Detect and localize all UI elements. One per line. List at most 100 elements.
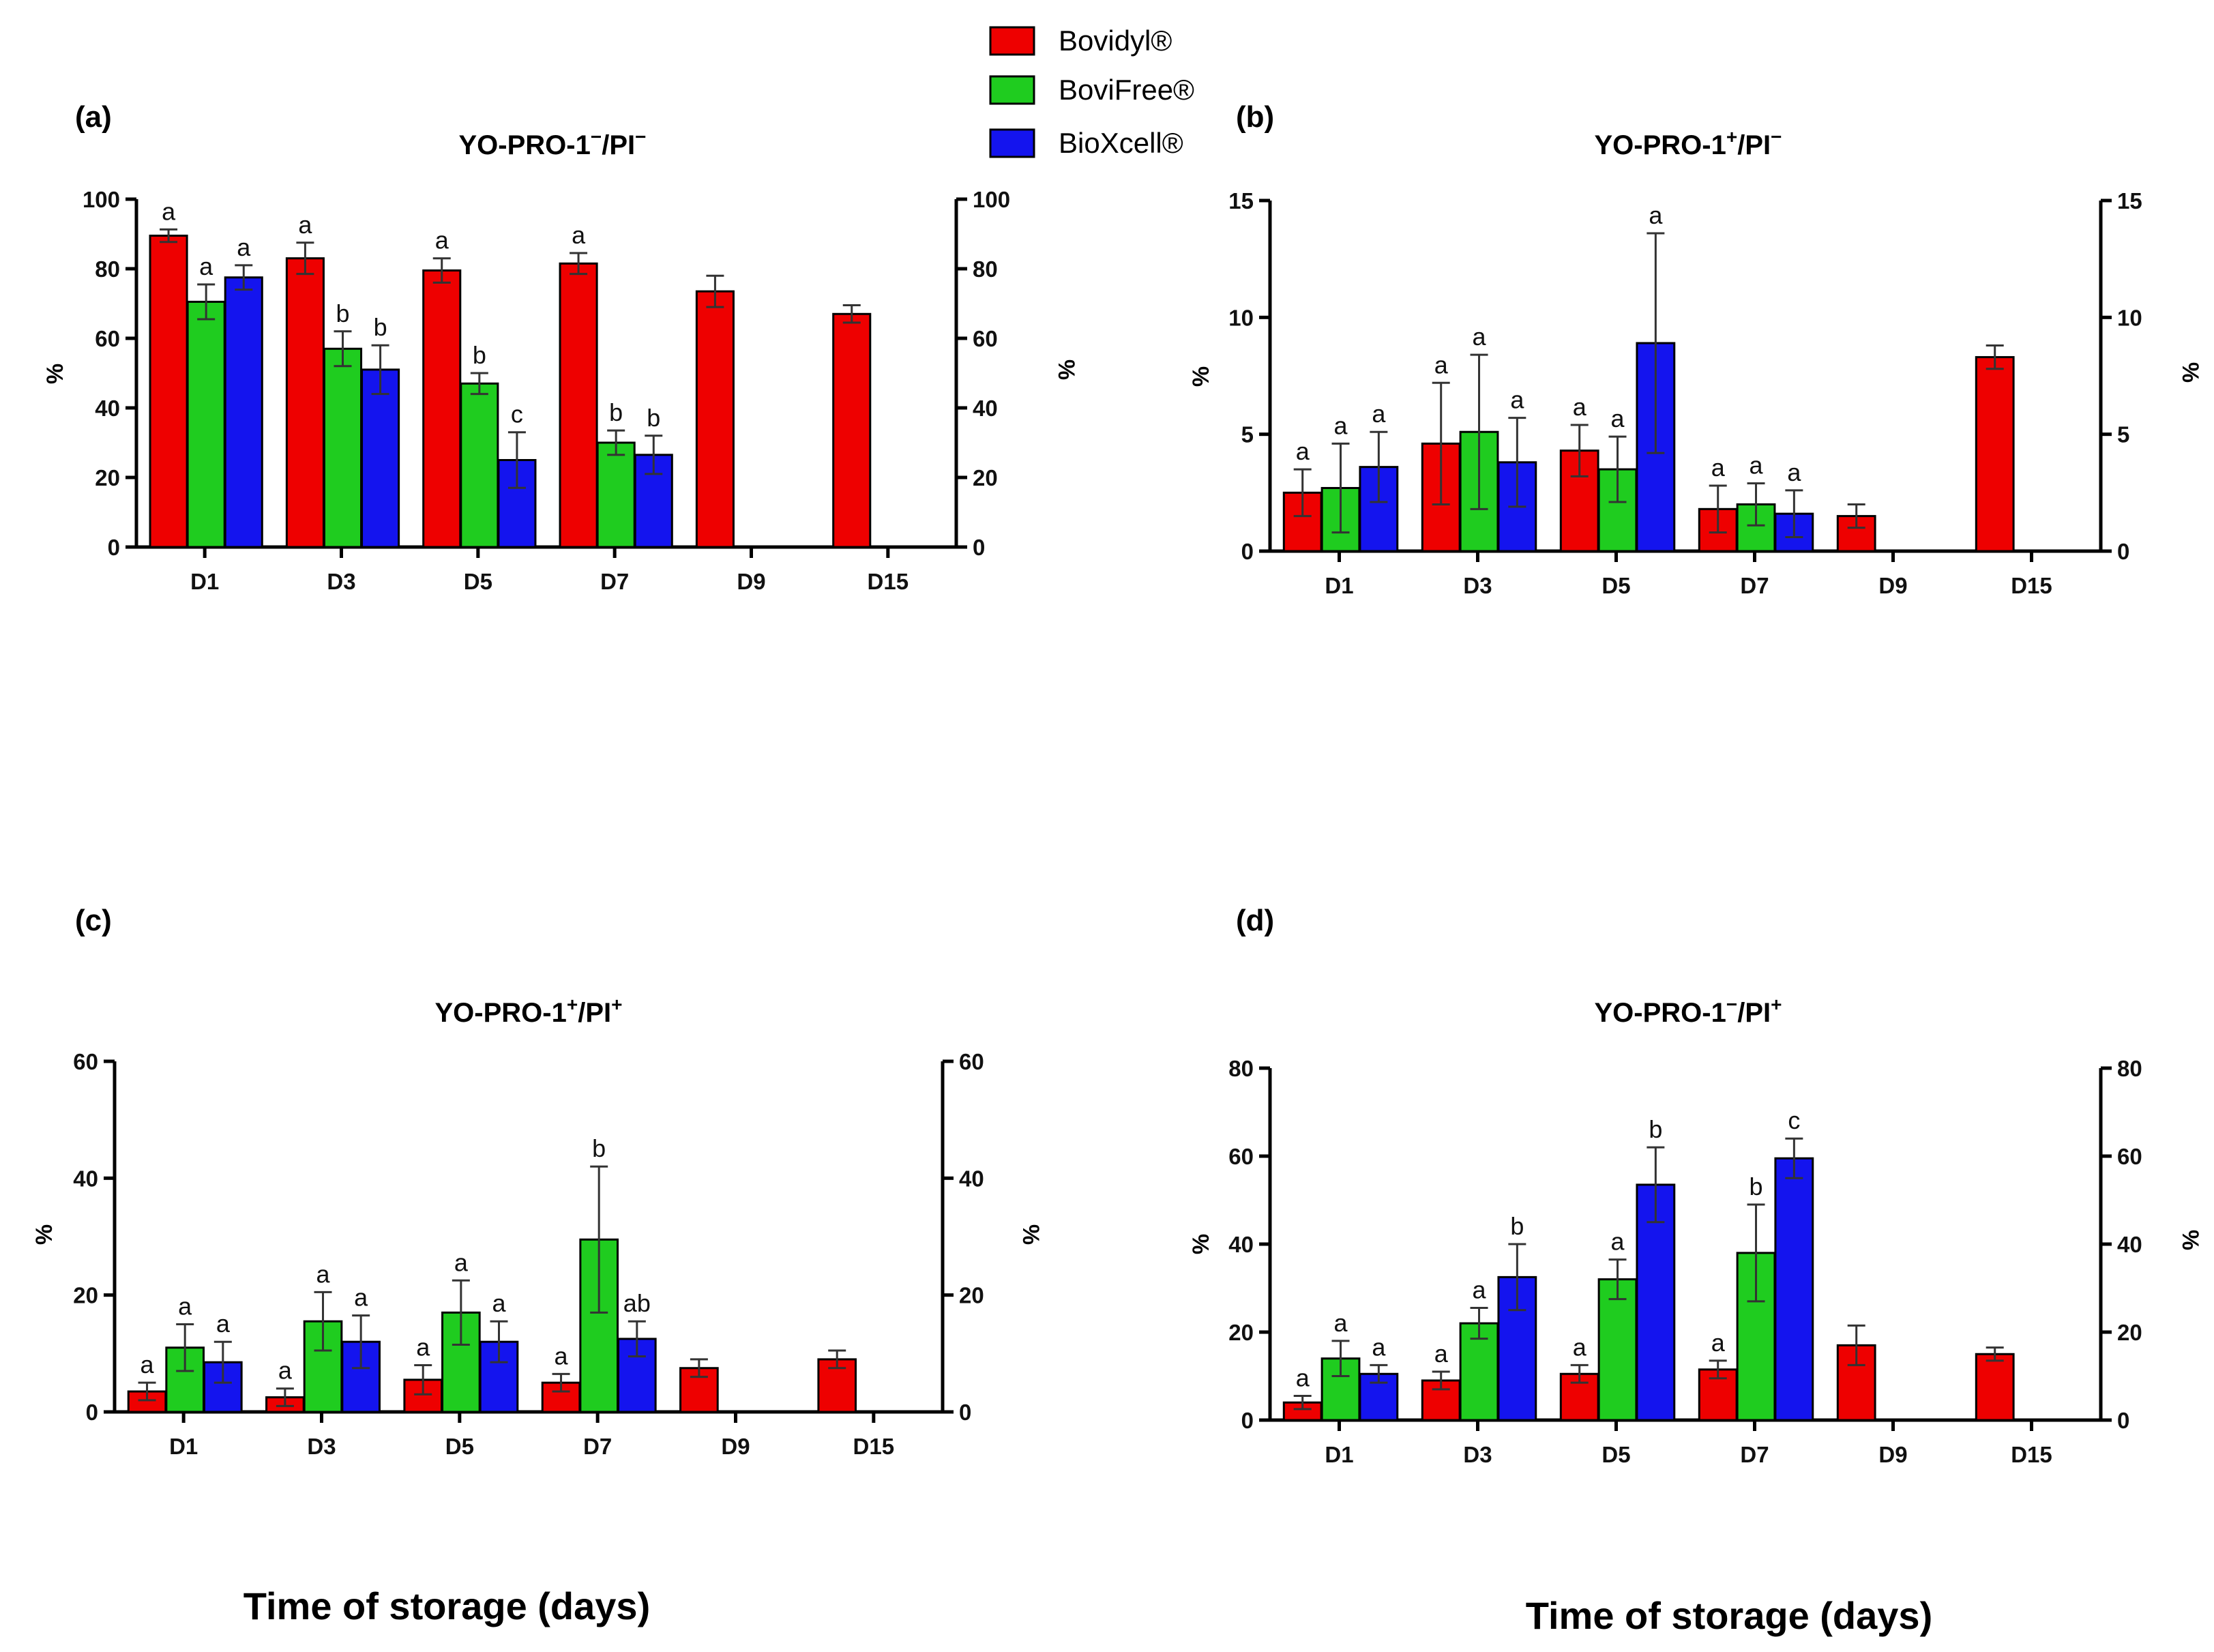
panel-a: (a) YO-PRO-1−/PI− % % 0 0 20 20 40 40 60 60 80 80… bbox=[42, 100, 1079, 594]
legend-label-bovidyl: Bovidyl® bbox=[1059, 25, 1172, 57]
error-bar-d-D7-bovidyl bbox=[1709, 1359, 1727, 1380]
sig-label-b-D3-bovifree: a bbox=[1473, 323, 1487, 351]
panel-label-a: (a) bbox=[75, 100, 112, 134]
sig-label-a-D7-bovidyl: a bbox=[572, 221, 586, 249]
panel-c: (c) YO-PRO-1+/PI+ % % 0 0 20 20 40 40 60 60 D1 D3… bbox=[31, 904, 1044, 1459]
sig-label-d-D5-bovifree: a bbox=[1611, 1228, 1625, 1256]
error-bar-c-D7-bioxcell bbox=[628, 1320, 646, 1358]
sig-label-a-D3-bovifree: b bbox=[336, 299, 349, 327]
y-tick-label-left-c-1: 20 bbox=[73, 1283, 98, 1308]
y-tick-label-right-d-2: 40 bbox=[2117, 1232, 2142, 1257]
x-tick-label-a-D3: D3 bbox=[327, 569, 355, 594]
sig-label-b-D7-bovidyl: a bbox=[1711, 454, 1726, 482]
error-bar-c-D3-bioxcell bbox=[352, 1314, 370, 1370]
error-bar-b-D9-bovidyl bbox=[1847, 503, 1865, 529]
sig-label-d-D3-bovifree: a bbox=[1473, 1276, 1487, 1304]
sig-label-d-D5-bovidyl: a bbox=[1573, 1333, 1587, 1361]
ylabel-left-a: % bbox=[42, 364, 68, 384]
bar-a-D3-bovifree bbox=[323, 347, 363, 548]
error-bar-d-D3-bovidyl bbox=[1432, 1370, 1450, 1391]
error-bar-b-D7-bioxcell bbox=[1785, 489, 1803, 538]
error-bar-c-D1-bioxcell bbox=[213, 1340, 232, 1384]
sig-label-b-D1-bovidyl: a bbox=[1296, 437, 1310, 465]
x-tick-label-d-D1: D1 bbox=[1325, 1442, 1353, 1467]
x-tick-label-a-D1: D1 bbox=[190, 569, 219, 594]
error-bar-a-D5-bovidyl bbox=[432, 257, 451, 284]
chart-title-c: YO-PRO-1+/PI+ bbox=[435, 994, 623, 1028]
error-bar-b-D3-bovifree bbox=[1470, 353, 1488, 510]
sig-label-a-D7-bovifree: b bbox=[609, 398, 623, 426]
sig-label-b-D5-bovidyl: a bbox=[1573, 393, 1587, 421]
bar-a-D3-bioxcell bbox=[361, 368, 400, 548]
error-bar-a-D7-bovidyl bbox=[570, 252, 588, 276]
x-tick-label-b-D7: D7 bbox=[1740, 573, 1769, 598]
error-bar-d-D1-bioxcell bbox=[1370, 1363, 1388, 1384]
y-tick-label-left-b-2: 10 bbox=[1228, 305, 1254, 330]
y-tick-label-left-c-3: 60 bbox=[73, 1049, 98, 1074]
sig-label-c-D5-bioxcell: a bbox=[492, 1289, 506, 1317]
x-tick-label-c-D7: D7 bbox=[583, 1434, 612, 1459]
sig-label-c-D3-bovifree: a bbox=[316, 1260, 331, 1288]
error-bar-b-D5-bovidyl bbox=[1570, 424, 1589, 477]
error-bar-a-D9-bovidyl bbox=[706, 274, 724, 308]
x-axis-title-left: Time of storage (days) bbox=[243, 1584, 650, 1627]
sig-label-b-D1-bioxcell: a bbox=[1372, 400, 1386, 428]
y-tick-label-left-c-2: 40 bbox=[73, 1166, 98, 1191]
bar-a-D1-bioxcell bbox=[224, 276, 263, 548]
bar-a-D3-bovidyl bbox=[285, 257, 325, 548]
error-bar-d-D9-bovidyl bbox=[1847, 1324, 1865, 1366]
x-tick-label-a-D15: D15 bbox=[868, 569, 909, 594]
sig-label-a-D1-bovifree: a bbox=[199, 252, 213, 280]
x-tick-label-b-D9: D9 bbox=[1878, 573, 1907, 598]
error-bar-d-D7-bioxcell bbox=[1785, 1137, 1803, 1179]
legend-label-bioxcell: BioXcell® bbox=[1059, 127, 1183, 159]
legend-swatch-blue bbox=[989, 128, 1035, 158]
x-tick-label-b-D5: D5 bbox=[1602, 573, 1630, 598]
y-tick-label-right-c-3: 60 bbox=[959, 1049, 984, 1074]
chart-title-a: YO-PRO-1−/PI− bbox=[459, 126, 647, 160]
error-bar-b-D3-bovidyl bbox=[1432, 381, 1450, 505]
error-bar-a-D1-bovifree bbox=[197, 283, 216, 321]
x-tick-label-a-D5: D5 bbox=[464, 569, 492, 594]
y-tick-label-right-c-1: 20 bbox=[959, 1283, 984, 1308]
sig-label-a-D7-bioxcell: b bbox=[647, 404, 660, 432]
error-bar-a-D7-bovifree bbox=[607, 429, 625, 456]
y-tick-label-left-d-4: 80 bbox=[1228, 1056, 1254, 1081]
x-tick-label-d-D5: D5 bbox=[1602, 1442, 1630, 1467]
legend-item-bovidyl: Bovidyl® bbox=[989, 25, 1172, 57]
x-tick-label-d-D3: D3 bbox=[1463, 1442, 1492, 1467]
error-bar-a-D7-bioxcell bbox=[645, 434, 663, 475]
x-tick-label-b-D15: D15 bbox=[2011, 573, 2052, 598]
y-tick-label-right-d-4: 80 bbox=[2117, 1056, 2142, 1081]
error-bar-c-D7-bovidyl bbox=[552, 1372, 570, 1393]
sig-label-b-D3-bioxcell: a bbox=[1510, 386, 1524, 414]
error-bar-b-D5-bovifree bbox=[1608, 435, 1627, 503]
y-tick-label-left-b-1: 5 bbox=[1241, 422, 1254, 447]
ylabel-left-d: % bbox=[1188, 1234, 1214, 1254]
ylabel-right-a: % bbox=[1053, 359, 1079, 380]
error-bar-a-D3-bovifree bbox=[334, 330, 352, 368]
y-tick-label-right-a-4: 80 bbox=[973, 256, 998, 282]
panel-label-b: (b) bbox=[1236, 100, 1274, 134]
y-tick-label-right-c-0: 0 bbox=[959, 1400, 971, 1425]
sig-label-d-D3-bovidyl: a bbox=[1434, 1340, 1449, 1368]
sig-label-c-D1-bovifree: a bbox=[178, 1293, 192, 1321]
panel-d: (d) YO-PRO-1−/PI+ % % 0 0 20 20 40 40 60 60 80 80… bbox=[1188, 904, 2203, 1467]
y-tick-label-right-a-0: 0 bbox=[973, 535, 985, 560]
sig-label-a-D3-bovidyl: a bbox=[298, 211, 312, 239]
legend-item-bovifree: BoviFree® bbox=[989, 74, 1194, 106]
y-tick-label-left-b-0: 0 bbox=[1241, 539, 1254, 564]
sig-label-d-D7-bovifree: b bbox=[1750, 1172, 1763, 1200]
bar-d-D5-bovifree bbox=[1597, 1278, 1638, 1421]
error-bar-c-D7-bovifree bbox=[590, 1165, 608, 1314]
sig-label-d-D1-bovidyl: a bbox=[1296, 1364, 1310, 1392]
error-bar-c-D1-bovidyl bbox=[138, 1381, 156, 1402]
sig-label-c-D1-bovidyl: a bbox=[141, 1351, 155, 1378]
x-tick-label-b-D3: D3 bbox=[1463, 573, 1492, 598]
error-bar-c-D9-bovidyl bbox=[690, 1358, 708, 1378]
bar-b-D15-bovidyl bbox=[1975, 356, 2015, 552]
sig-label-a-D3-bioxcell: b bbox=[374, 313, 387, 341]
y-tick-label-left-a-1: 20 bbox=[95, 465, 120, 490]
error-bar-b-D7-bovifree bbox=[1747, 482, 1765, 527]
sig-label-b-D7-bovifree: a bbox=[1750, 452, 1764, 480]
